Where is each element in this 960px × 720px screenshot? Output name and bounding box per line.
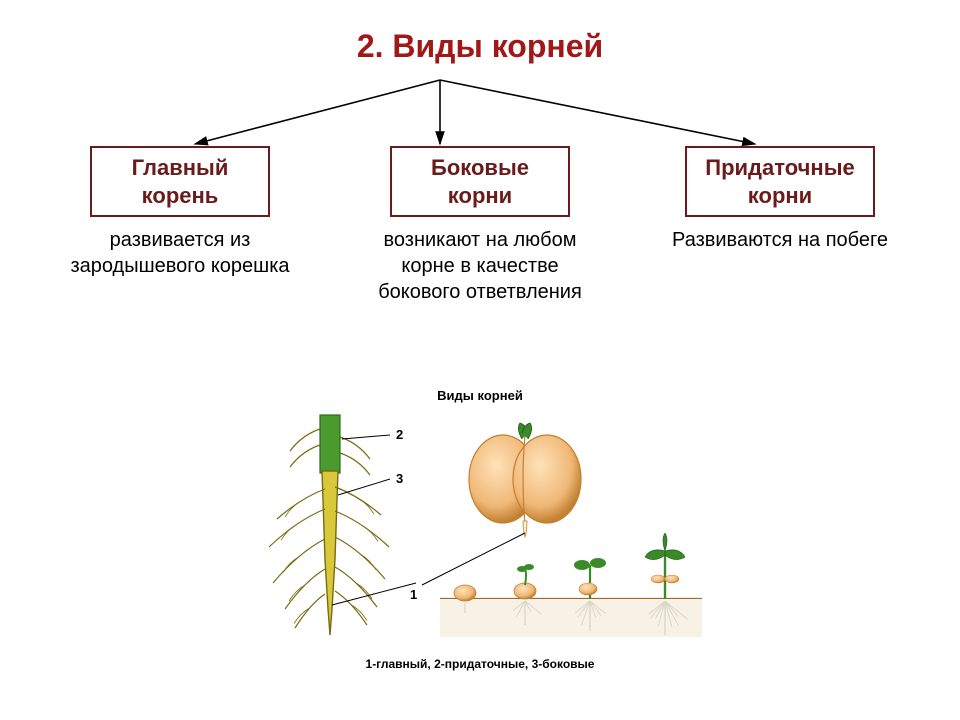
svg-text:2: 2 (396, 427, 403, 442)
svg-text:1: 1 (410, 587, 417, 602)
box-main-root: Главныйкорень (90, 146, 270, 217)
col-main-root: Главныйкорень развивается из зародышевог… (70, 146, 290, 305)
svg-text:3: 3 (396, 471, 403, 486)
figure-root-types: Виды корней 2 3 1 1-главный, 2-придаточные… (230, 388, 730, 671)
desc-lateral-roots: возникают на любом корне в качестве боко… (370, 227, 590, 305)
desc-main-root: развивается из зародышевого корешка (70, 227, 290, 279)
figure-title: Виды корней (230, 388, 730, 403)
page-title: 2. Виды корней (0, 0, 960, 65)
desc-adventitious-roots: Развиваются на побеге (672, 227, 888, 253)
box-adventitious-roots: Придаточныекорни (685, 146, 874, 217)
root-types-row: Главныйкорень развивается из зародышевог… (0, 146, 960, 305)
col-adventitious-roots: Придаточныекорни Развиваются на побеге (670, 146, 890, 305)
figure-caption: 1-главный, 2-придаточные, 3-боковые (230, 657, 730, 671)
box-lateral-roots: Боковыекорни (390, 146, 570, 217)
col-lateral-roots: Боковыекорни возникают на любом корне в … (370, 146, 590, 305)
figure-illustration: 2 3 1 (250, 409, 710, 649)
